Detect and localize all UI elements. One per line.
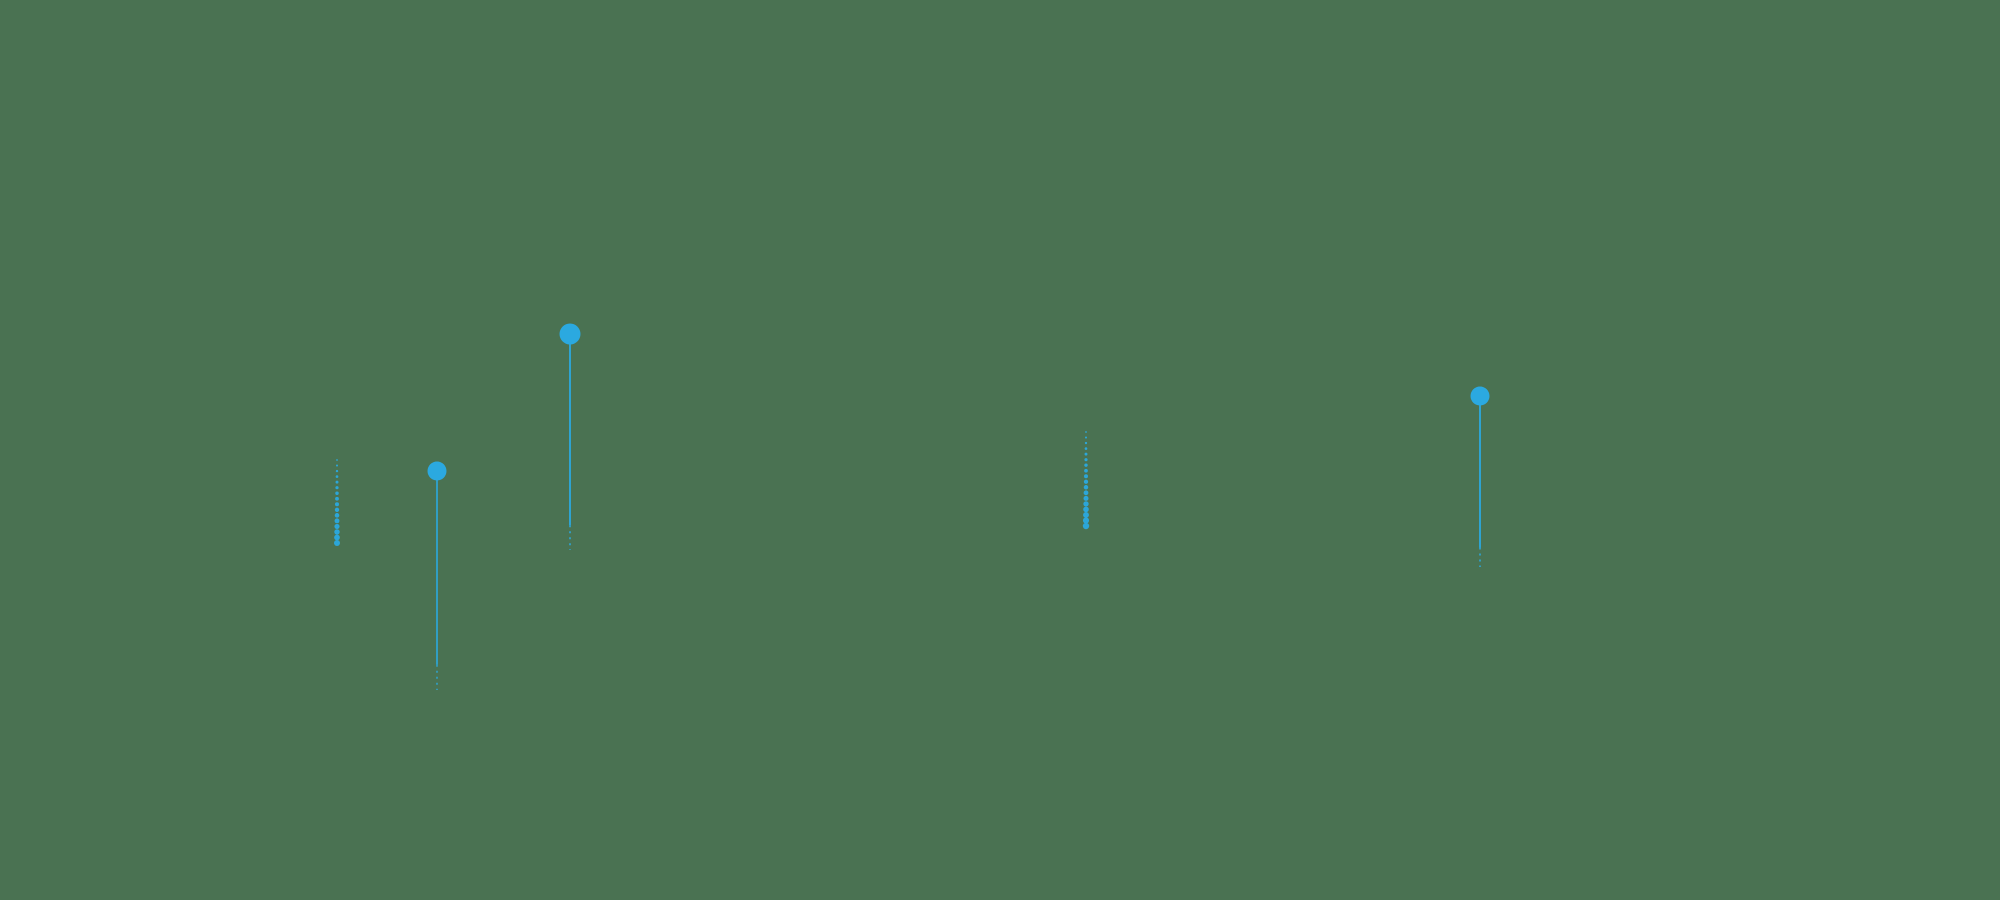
- marker-dot: [1085, 431, 1087, 433]
- marker-dot: [1084, 468, 1088, 473]
- marker-dot: [1082, 522, 1090, 530]
- dotted-pin-center-right[interactable]: [1082, 431, 1090, 530]
- pin-second-left[interactable]: [427, 461, 447, 691]
- map-pin-icon[interactable]: [1470, 386, 1490, 406]
- marker-dot: [335, 491, 339, 495]
- marker-dot: [1084, 463, 1088, 467]
- marker-dot: [334, 540, 340, 546]
- marker-dot: [1084, 458, 1088, 462]
- marker-dot: [334, 507, 340, 512]
- marker-dot: [335, 475, 339, 478]
- map-pin-icon[interactable]: [427, 461, 447, 481]
- marker-dot: [335, 496, 339, 501]
- marker-dot: [335, 486, 339, 490]
- marker-dot: [1083, 512, 1089, 518]
- marker-dot: [1084, 452, 1088, 456]
- marker-dot: [334, 518, 340, 524]
- marker-dot: [334, 523, 340, 529]
- dotted-pin-left[interactable]: [334, 459, 340, 546]
- marker-dot: [1083, 501, 1089, 507]
- marker-dot: [335, 464, 339, 467]
- marker-dot: [334, 534, 340, 541]
- marker-dot: [1084, 447, 1088, 450]
- marker-dot: [335, 480, 339, 484]
- marker-dot: [1084, 474, 1088, 479]
- marker-dot: [335, 469, 339, 473]
- marker-dot: [336, 459, 338, 461]
- marker-dot: [334, 513, 340, 518]
- pin-right[interactable]: [1470, 386, 1490, 568]
- pin-tallest-center-left[interactable]: [559, 323, 581, 551]
- marker-dot: [1084, 436, 1088, 439]
- marker-dot: [1083, 495, 1089, 501]
- marker-dot: [1083, 485, 1089, 490]
- marker-dot: [334, 529, 340, 535]
- map-pin-icon[interactable]: [559, 323, 581, 345]
- marker-dot: [334, 502, 340, 507]
- marker-dot: [1082, 517, 1090, 524]
- marker-dot: [1083, 490, 1089, 496]
- marker-dot: [1083, 506, 1089, 513]
- marker-dot: [1083, 479, 1089, 484]
- marker-dot: [1084, 441, 1088, 445]
